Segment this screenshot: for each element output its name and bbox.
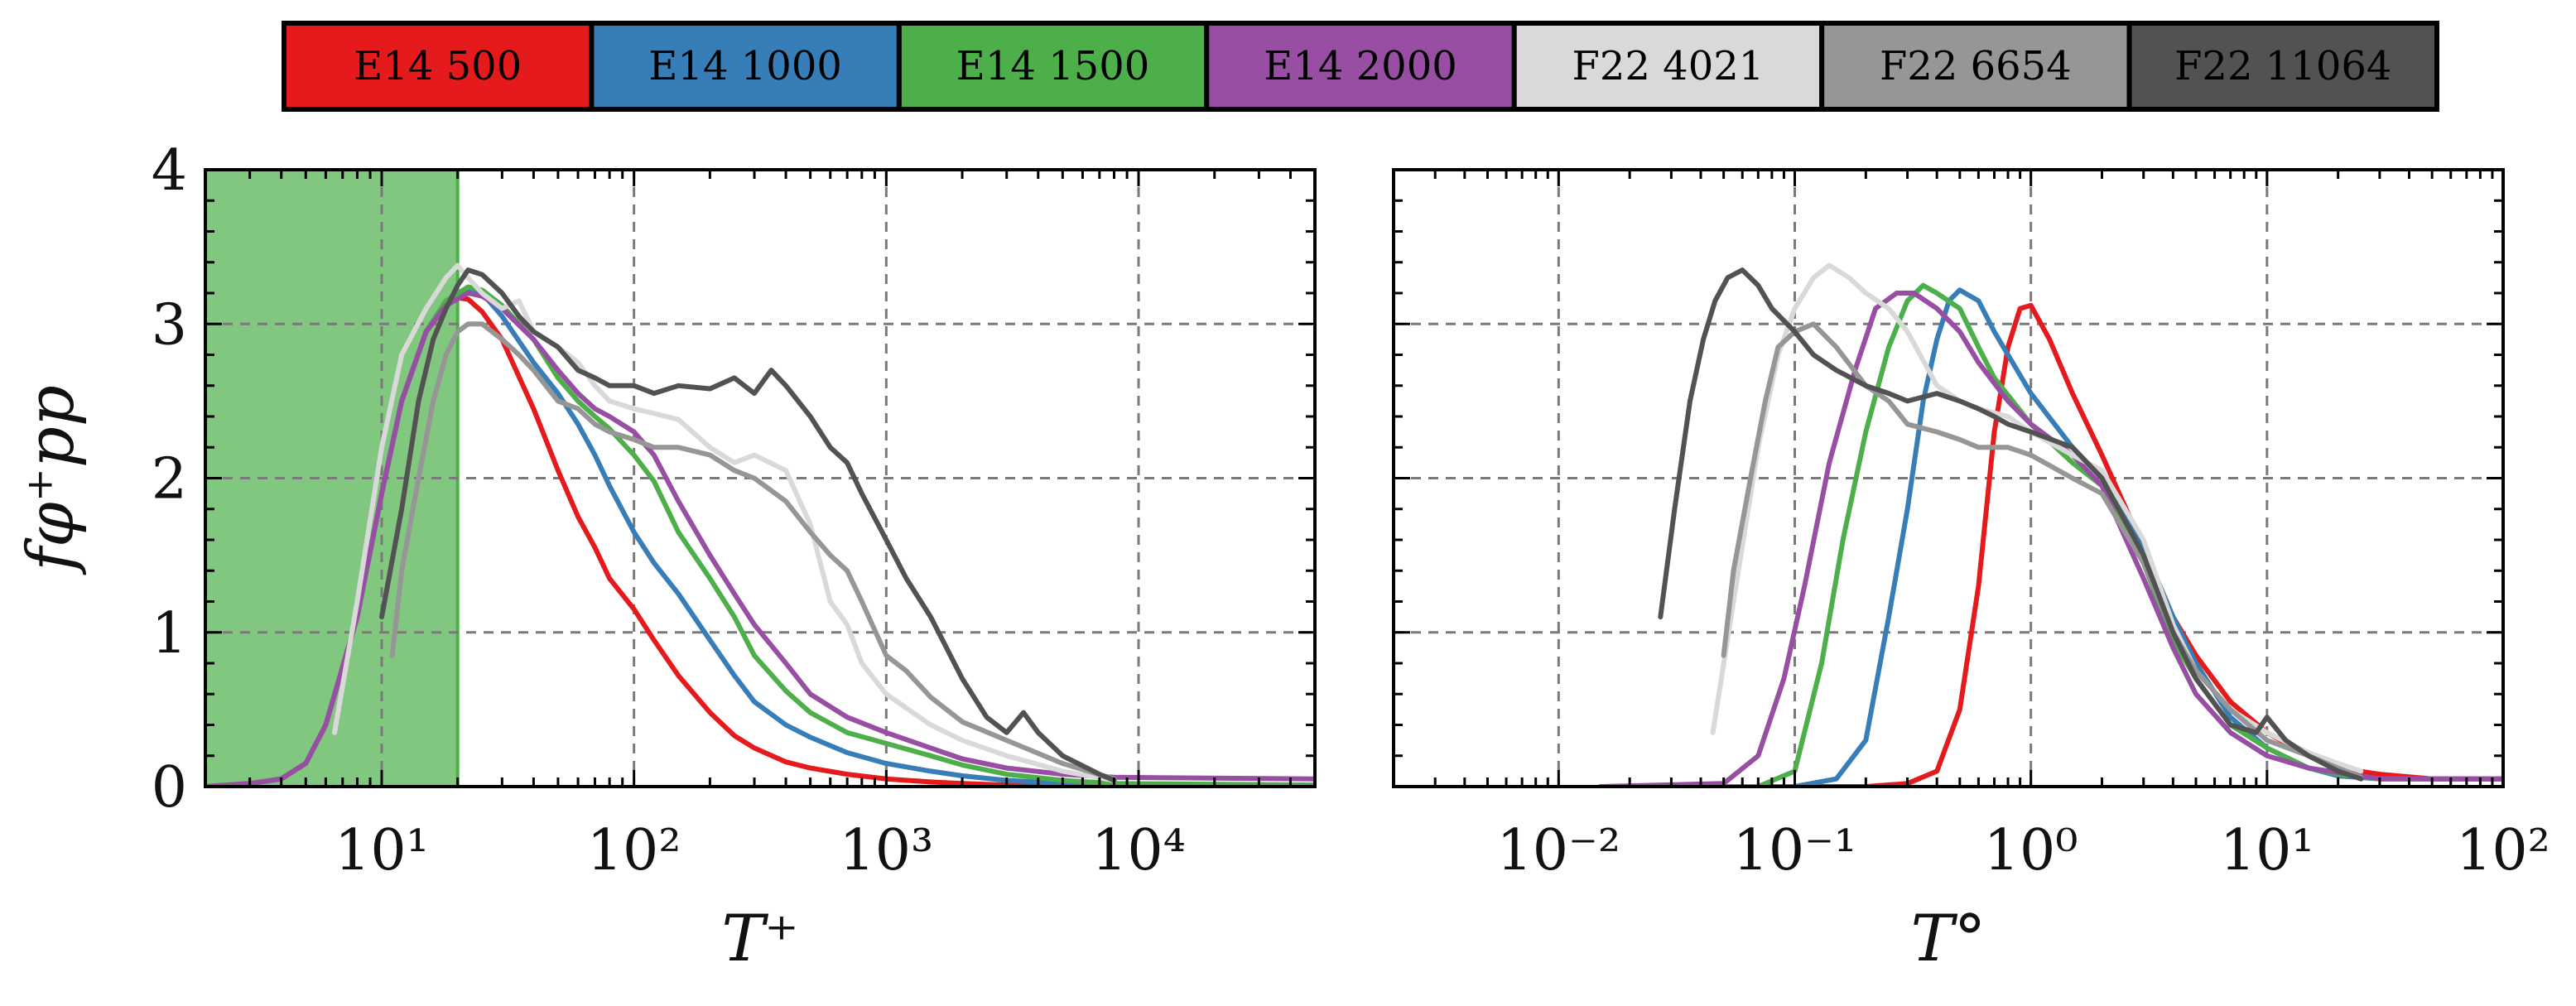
- grid: [1394, 170, 2503, 787]
- legend-label: F22 6654: [1880, 43, 2072, 89]
- y-axis-label: fφ⁺pp: [14, 385, 89, 575]
- x-tick-label: 10⁻²: [1496, 818, 1620, 883]
- series-line-f22-6654: [1721, 321, 2364, 780]
- grid: [205, 170, 1315, 787]
- legend-label: F22 11064: [2174, 43, 2391, 89]
- legend-swatch-6: [2126, 21, 2440, 112]
- legend-swatch-0: [282, 21, 595, 112]
- x-axis-label: T°: [1910, 902, 1986, 976]
- series-line-e14-2000: [1597, 291, 2503, 787]
- x-tick-label: 10⁻¹: [1733, 818, 1857, 883]
- legend-label: E14 1000: [648, 43, 842, 89]
- legend: E14 500 E14 1000 E14 1500 E14 2000 F22 4021 F…: [282, 21, 2440, 112]
- x-tick-label: 10²: [2456, 818, 2550, 883]
- x-axis-label: T⁺: [721, 902, 798, 976]
- legend-swatch-2: [896, 21, 1210, 112]
- series-line-e14-1500: [1627, 282, 2503, 787]
- x-tick-label: 10⁰: [1984, 818, 2078, 883]
- y-tick-label: 0: [152, 755, 187, 821]
- x-tick-labels: 10⁻² 10⁻¹ 10⁰ 10¹ 10²: [1496, 818, 2550, 883]
- x-tick-label: 10¹: [2220, 818, 2314, 883]
- ticks: [204, 168, 1317, 788]
- series-line-e14-2000: [205, 291, 1315, 787]
- series-group: [1597, 262, 2503, 787]
- series-group: [205, 262, 1315, 787]
- ticks: [1392, 168, 2505, 788]
- legend-swatch-5: [1819, 21, 2132, 112]
- left-panel-tplus: 10¹ 10² 10³ 10⁴ 0 1 2 3 4 fφ⁺pp T⁺: [14, 138, 1317, 976]
- legend-label: F22 4021: [1572, 43, 1765, 89]
- x-tick-label: 10³: [839, 818, 933, 883]
- x-tick-label: 10²: [587, 818, 681, 883]
- y-tick-label: 3: [152, 292, 187, 358]
- series-line-f22-11064: [379, 267, 1117, 783]
- series-line-e14-500: [1627, 302, 2503, 787]
- y-tick-labels: 0 1 2 3 4: [152, 138, 187, 821]
- x-tick-label: 10¹: [335, 818, 429, 883]
- legend-swatch-1: [589, 21, 902, 112]
- legend-label: E14 2000: [1264, 43, 1457, 89]
- x-tick-label: 10⁴: [1091, 818, 1186, 883]
- series-line-e14-1000: [1627, 287, 2503, 787]
- legend-swatch-4: [1511, 21, 1825, 112]
- y-tick-label: 1: [152, 601, 187, 667]
- legend-label: E14 500: [354, 43, 522, 89]
- y-tick-label: 2: [152, 447, 187, 513]
- y-tick-label: 4: [152, 138, 187, 204]
- right-panel-tcirc: 10⁻² 10⁻¹ 10⁰ 10¹ 10² T°: [1392, 168, 2550, 976]
- series-line-f22-11064: [1658, 267, 2364, 782]
- x-tick-labels: 10¹ 10² 10³ 10⁴: [335, 818, 1186, 883]
- series-line-f22-4021: [332, 262, 1117, 783]
- legend-label: E14 1500: [956, 43, 1150, 89]
- series-line-f22-6654: [389, 321, 1117, 782]
- series-line-f22-4021: [1710, 262, 2364, 774]
